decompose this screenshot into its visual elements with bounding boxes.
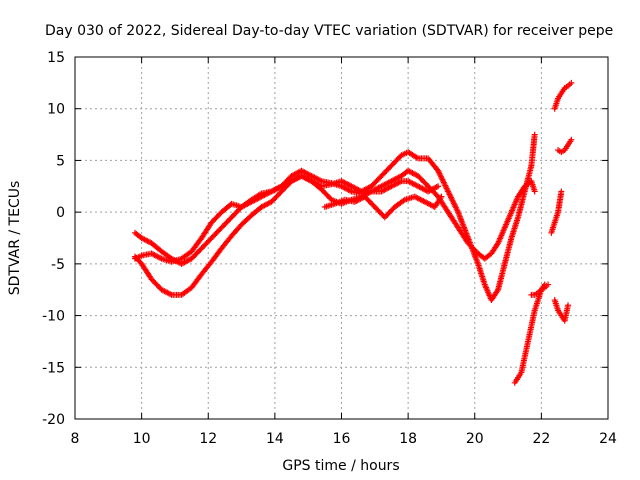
y-tick-label: -10 <box>42 309 65 325</box>
x-tick-label: 18 <box>399 431 417 447</box>
y-tick-label: -20 <box>42 412 65 428</box>
data-point <box>531 188 538 195</box>
chart-title: Day 030 of 2022, Sidereal Day-to-day VTE… <box>45 23 613 39</box>
data-point <box>545 281 552 288</box>
y-tick-label: 15 <box>47 50 65 66</box>
x-tick-label: 20 <box>466 431 484 447</box>
data-point <box>568 79 575 86</box>
y-tick-label: -5 <box>51 257 65 273</box>
grid <box>75 57 608 419</box>
x-tick-label: 22 <box>532 431 550 447</box>
y-axis-label: SDTVAR / TECUs <box>7 181 23 296</box>
plot-frame <box>74 56 609 420</box>
x-tick-label: 12 <box>199 431 217 447</box>
axis-ticks: 8 10 12 14 16 18 20 22 24 -20 -15 -10 -5 0 5 10 15 <box>42 50 617 447</box>
y-tick-label: -15 <box>42 360 65 376</box>
data-point <box>565 302 572 309</box>
data-point <box>531 131 538 138</box>
data-point <box>438 193 445 200</box>
y-tick-label: 10 <box>47 102 65 118</box>
data-point <box>568 136 575 143</box>
y-tick-label: 0 <box>56 205 65 221</box>
x-tick-label: 8 <box>71 431 80 447</box>
x-tick-label: 10 <box>133 431 151 447</box>
x-tick-label: 24 <box>599 431 617 447</box>
x-tick-label: 14 <box>266 431 284 447</box>
y-tick-label: 5 <box>56 153 65 169</box>
data-point <box>558 188 565 195</box>
x-tick-label: 16 <box>333 431 351 447</box>
x-axis-label: GPS time / hours <box>282 458 399 474</box>
data-point <box>435 183 442 190</box>
data-points <box>131 79 575 386</box>
